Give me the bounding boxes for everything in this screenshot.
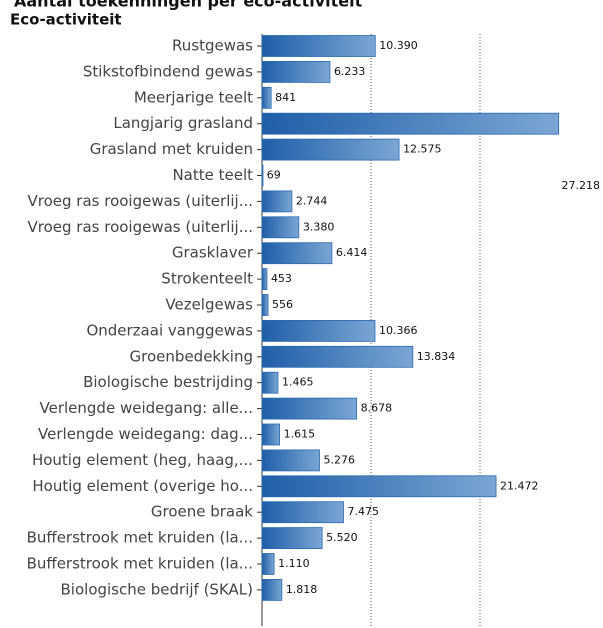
y-tick-label: Natte teelt [172,166,253,184]
value-label: 6.233 [334,65,366,78]
bar [261,242,333,265]
bar [261,475,497,498]
bar [261,86,272,109]
value-label: 2.744 [296,194,328,207]
value-label: 1.615 [284,428,316,441]
value-label: 27.218 [562,179,601,192]
y-tick-label: Vroeg ras rooigewas (uiterlij... [28,192,254,210]
value-label: 10.390 [379,39,418,52]
bar [261,35,376,57]
y-tick-label: Bufferstrook met kruiden (la... [27,529,253,547]
bar [261,319,376,342]
y-tick-label: Stikstofbindend gewas [83,62,253,80]
value-label: 21.472 [500,479,539,492]
bar [261,527,323,549]
y-tick-label: Houtig element (overige ho... [32,477,253,495]
bar [261,294,269,316]
bar [261,164,264,187]
value-label: 3.380 [303,220,335,233]
value-label: 841 [275,91,296,104]
bar [261,553,275,575]
y-tick-label: Strokenteelt [161,270,253,288]
bar [261,345,414,368]
bar [261,501,344,524]
bar [261,579,283,601]
y-tick-label: Groenbedekking [130,347,253,365]
chart-title: Aantal toekenningen per eco-activiteit [14,0,363,11]
bar [261,61,331,83]
y-tick-label: Grasland met kruiden [90,140,253,158]
bar [261,423,281,446]
y-tick-label: Biologische bedrijf (SKAL) [61,580,253,598]
axis-title: Eco-activiteit [10,11,122,29]
bar [261,190,293,213]
value-label: 5.520 [326,531,358,544]
value-label: 1.110 [278,557,310,570]
bar [261,216,300,239]
y-tick-label: Langjarig grasland [113,114,253,132]
y-tick-label: Verlengde weidegang: alle... [40,399,253,417]
y-tick-label: Grasklaver [172,244,254,262]
value-label: 1.818 [286,583,318,596]
bar [261,112,560,135]
y-tick-label: Groene braak [151,503,253,521]
bar [261,449,320,472]
value-label: 13.834 [417,350,456,363]
value-label: 10.366 [379,324,418,337]
value-label: 453 [271,272,292,285]
y-tick-label: Houtig element (heg, haag,... [32,451,253,469]
y-tick-label: Vroeg ras rooigewas (uiterlij... [28,218,254,236]
bar [261,138,400,161]
value-label: 556 [272,298,293,311]
y-tick-label: Verlengde weidegang: dag... [38,425,253,443]
bar [261,268,268,291]
value-label: 12.575 [403,143,442,156]
y-tick-label: Vezelgewas [165,296,253,314]
bar [261,371,279,394]
value-label: 8.678 [361,402,393,415]
value-label: 5.276 [324,453,356,466]
value-label: 69 [267,169,281,182]
value-label: 1.465 [282,376,314,389]
y-tick-label: Bufferstrook met kruiden (la... [27,555,253,573]
y-tick-label: Biologische bestrijding [83,373,253,391]
value-label: 7.475 [347,505,379,518]
y-tick-label: Onderzaai vanggewas [86,321,253,339]
value-label: 6.414 [336,246,368,259]
y-tick-label: Meerjarige teelt [134,88,253,106]
y-tick-label: Rustgewas [172,37,253,55]
bar [261,397,357,420]
